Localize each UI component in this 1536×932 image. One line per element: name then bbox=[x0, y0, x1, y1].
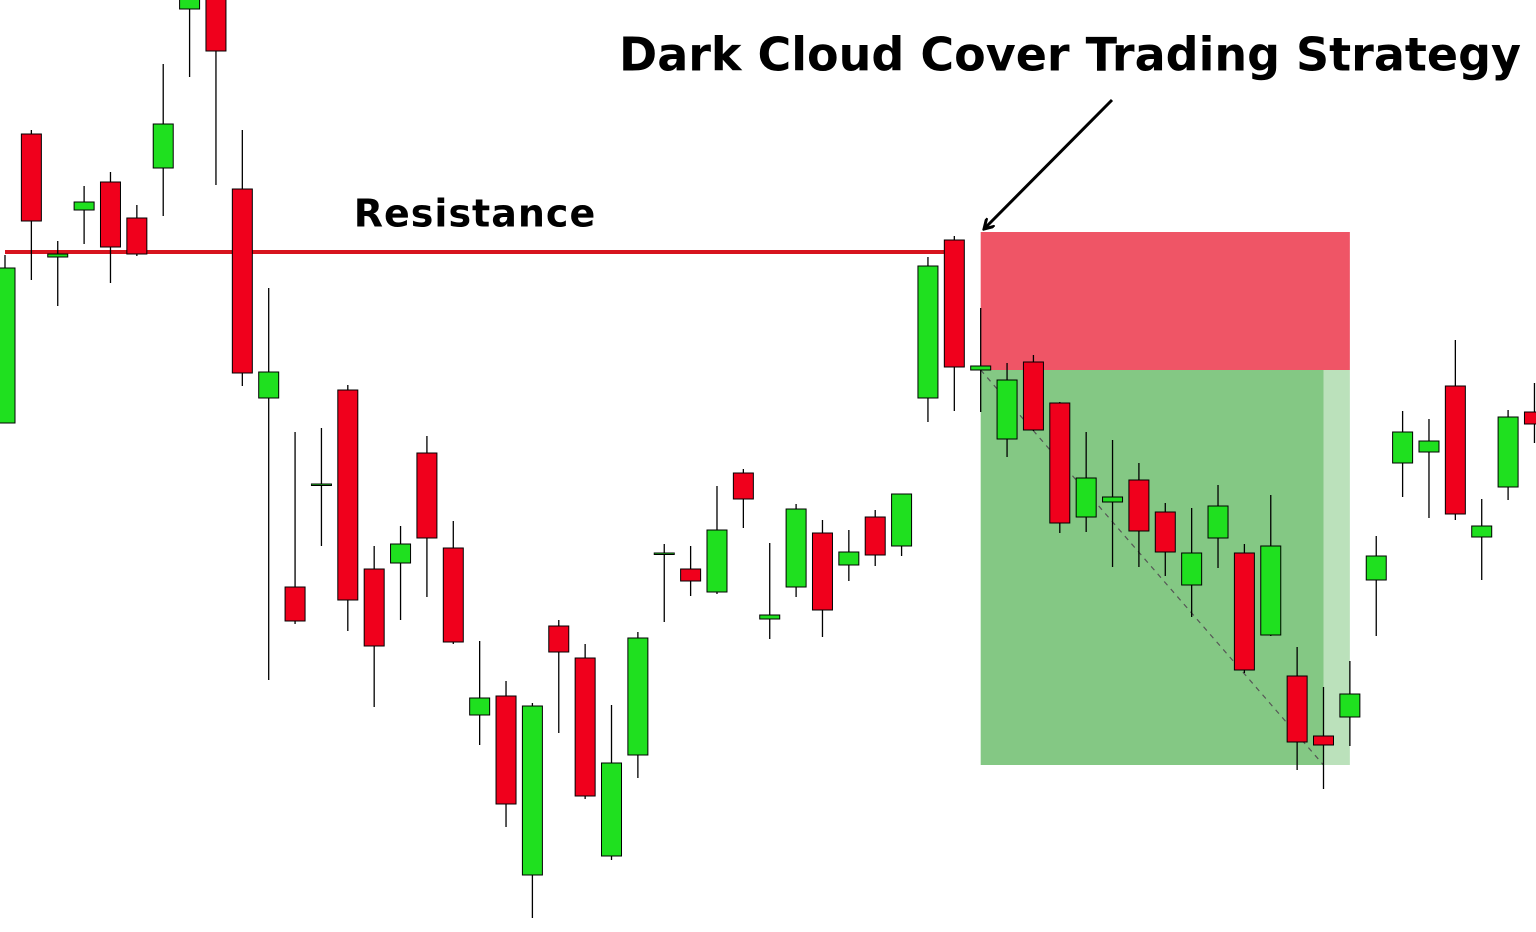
candle-body bbox=[653, 552, 675, 555]
candle-body bbox=[1365, 555, 1387, 581]
candle-body bbox=[99, 181, 121, 248]
candle-body bbox=[1128, 479, 1150, 532]
candle-body bbox=[1286, 675, 1308, 743]
candle-body bbox=[1339, 693, 1361, 718]
candle-body bbox=[337, 389, 359, 601]
candle-body bbox=[680, 568, 702, 582]
candle-body bbox=[1049, 402, 1071, 524]
candle-body bbox=[732, 472, 754, 500]
candle-body bbox=[601, 762, 623, 857]
candle-body bbox=[627, 637, 649, 756]
candle-body bbox=[706, 529, 728, 593]
candle-body bbox=[838, 551, 860, 566]
candle-body bbox=[0, 267, 16, 424]
candle-body bbox=[469, 697, 491, 716]
stop-zone bbox=[980, 232, 1350, 370]
candle-body bbox=[1102, 496, 1124, 503]
candle-body bbox=[1154, 511, 1176, 553]
candle-body bbox=[1075, 477, 1097, 518]
candle-body bbox=[495, 695, 517, 805]
candle-body bbox=[179, 0, 201, 10]
candle-body bbox=[258, 371, 280, 399]
candle-body bbox=[1260, 545, 1282, 636]
candle-body bbox=[574, 657, 596, 797]
candle-body bbox=[1181, 552, 1203, 586]
candle-body bbox=[917, 265, 939, 399]
candle-body bbox=[1207, 505, 1229, 539]
candle-body bbox=[943, 239, 965, 368]
chart-title: Dark Cloud Cover Trading Strategy bbox=[619, 28, 1521, 82]
candle-body bbox=[231, 188, 253, 374]
candle-body bbox=[521, 705, 543, 876]
candle-body bbox=[73, 201, 95, 211]
arrow bbox=[984, 98, 1114, 229]
candle-body bbox=[390, 543, 412, 564]
candle-body bbox=[1313, 735, 1334, 746]
candle-body bbox=[1418, 440, 1440, 453]
resistance-label: Resistance bbox=[354, 192, 596, 236]
candle-body bbox=[47, 253, 69, 258]
candle-body bbox=[205, 0, 227, 52]
candle-body bbox=[20, 133, 42, 222]
candle-body bbox=[1523, 411, 1536, 425]
candle-body bbox=[891, 493, 913, 547]
candle-body bbox=[152, 123, 174, 169]
trend-line bbox=[980, 369, 1324, 766]
candle-body bbox=[416, 452, 438, 539]
candle-body bbox=[864, 516, 886, 556]
candle-body bbox=[548, 625, 570, 653]
candle-body bbox=[310, 483, 332, 486]
candle-body bbox=[363, 568, 385, 647]
candle-body bbox=[1022, 361, 1044, 431]
candle-body bbox=[1392, 431, 1414, 464]
candle-body bbox=[284, 586, 306, 622]
candle-body bbox=[1497, 416, 1519, 488]
candle-body bbox=[126, 217, 148, 255]
candle-body bbox=[442, 547, 464, 643]
candle-body bbox=[996, 379, 1018, 440]
candle-body bbox=[759, 614, 781, 620]
candle-body bbox=[811, 532, 833, 611]
candle-body bbox=[1471, 525, 1493, 538]
candle-body bbox=[785, 508, 807, 588]
candle-body bbox=[1444, 385, 1466, 515]
candle-body bbox=[1233, 552, 1255, 671]
candle-body bbox=[970, 365, 992, 371]
